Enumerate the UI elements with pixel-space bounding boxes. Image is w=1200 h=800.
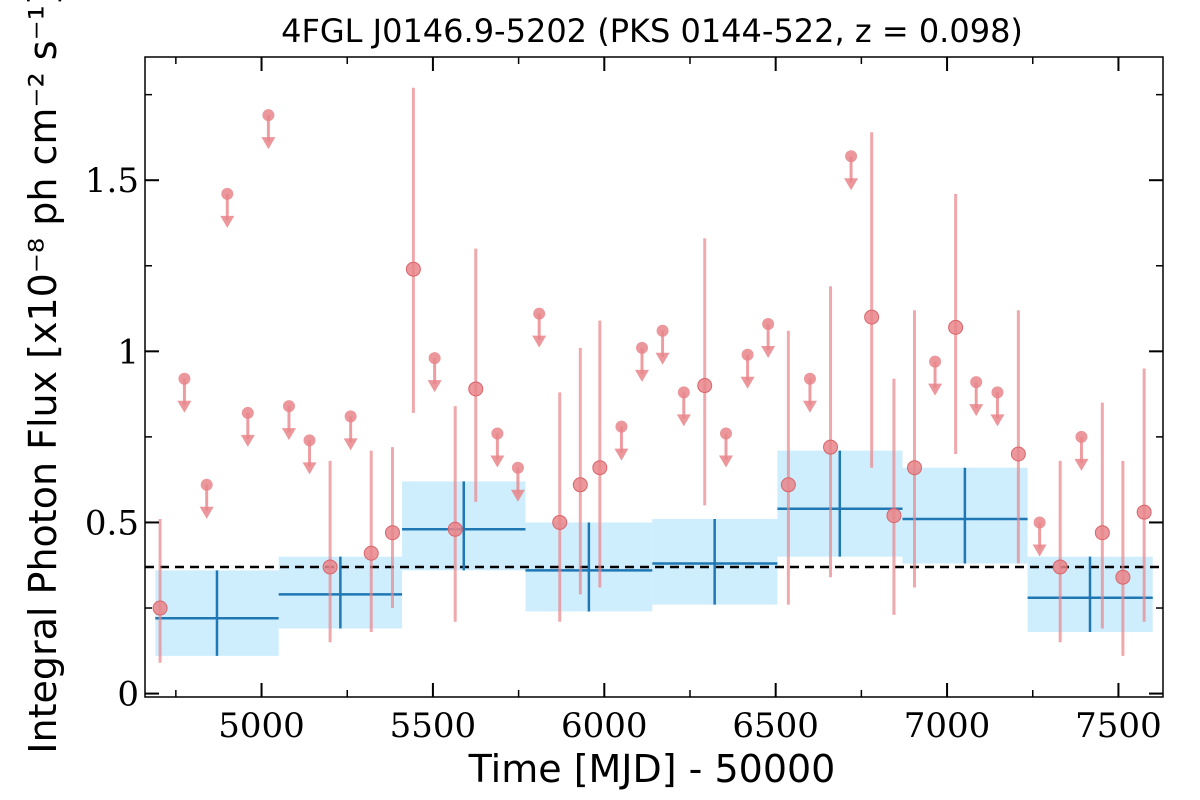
upper-limit-11 [532, 307, 547, 348]
detection-point-17 [1010, 310, 1026, 564]
detection-point-11 [780, 330, 796, 605]
binned-flux-points [155, 450, 1153, 656]
detection-point-19 [1094, 402, 1110, 629]
upper-limit-14 [655, 324, 670, 365]
detection-points [152, 87, 1152, 663]
bin-point-7 [1027, 556, 1153, 632]
detection-point-10 [697, 238, 713, 506]
detection-point-18 [1052, 460, 1068, 643]
y-axis-ticks: 0 0.5 1 1.5 [85, 93, 1163, 715]
plot-frame [144, 56, 1164, 698]
x-tick-label-1: 5500 [390, 706, 477, 746]
detection-point-7 [552, 392, 568, 622]
bin-point-6 [902, 467, 1028, 564]
x-tick-label-2: 6000 [561, 706, 648, 746]
detection-point-1 [322, 460, 338, 643]
y-tick-label-0: 0 [117, 675, 139, 715]
x-tick-label-0: 5000 [218, 706, 305, 746]
detection-point-20 [1115, 460, 1131, 656]
upper-limit-15 [676, 386, 691, 427]
detection-point-3 [384, 447, 400, 609]
detection-point-0 [152, 519, 168, 663]
upper-limit-10 [510, 461, 525, 502]
upper-limit-4 [261, 109, 276, 150]
upper-limit-6 [302, 434, 317, 475]
x-tick-label-5: 7500 [1075, 706, 1162, 746]
upper-limit-0 [177, 372, 192, 413]
upper-limit-9 [490, 427, 505, 468]
detection-point-16 [948, 193, 964, 455]
y-tick-label-3: 1.5 [85, 161, 139, 201]
detection-point-13 [864, 132, 880, 468]
upper-limit-18 [761, 317, 776, 358]
upper-limit-12 [614, 420, 629, 461]
detection-point-6 [468, 248, 484, 502]
detection-point-21 [1136, 368, 1152, 622]
bin-point-4 [652, 519, 778, 605]
y-tick-label-1: 0.5 [85, 503, 139, 543]
upper-limit-2 [220, 187, 235, 228]
upper-limit-points [177, 109, 1089, 557]
x-tick-label-4: 7000 [904, 706, 991, 746]
x-axis-title: Time [MJD] - 50000 [468, 747, 836, 791]
detection-point-4 [405, 87, 421, 413]
detection-point-12 [823, 286, 839, 578]
bin-point-0 [155, 570, 279, 656]
binned-bands [155, 450, 1153, 656]
chart-title: 4FGL J0146.9-5202 (PKS 0144-522, z = 0.0… [281, 12, 1023, 50]
upper-limit-23 [990, 386, 1005, 427]
bin-point-5 [777, 450, 903, 557]
upper-limit-8 [427, 352, 442, 393]
upper-limit-24 [1032, 516, 1047, 557]
upper-limit-5 [281, 400, 296, 441]
upper-limit-17 [740, 348, 755, 389]
y-axis-title: Integral Photon Flux [x10⁻⁸ ph cm⁻² s⁻¹] [21, 0, 65, 754]
upper-limit-7 [343, 410, 358, 451]
upper-limit-16 [718, 427, 733, 468]
detection-point-8 [572, 347, 588, 595]
bin-point-2 [402, 481, 526, 571]
detection-point-2 [363, 450, 379, 632]
detection-point-5 [447, 406, 463, 622]
y-tick-label-2: 1 [117, 332, 139, 372]
bin-point-3 [525, 522, 653, 612]
detection-point-9 [592, 320, 608, 588]
detection-point-15 [906, 310, 922, 588]
x-axis-ticks: 5000 5500 6000 6500 7000 7500 [175, 57, 1162, 746]
upper-limit-21 [928, 355, 943, 396]
x-tick-label-3: 6500 [732, 706, 819, 746]
bin-point-1 [278, 556, 403, 629]
detection-point-14 [886, 378, 902, 615]
upper-limit-20 [844, 150, 859, 191]
upper-limit-19 [802, 372, 817, 413]
upper-limit-3 [240, 406, 255, 447]
upper-limit-1 [199, 478, 214, 519]
upper-limit-13 [635, 341, 650, 382]
upper-limit-25 [1074, 430, 1089, 471]
upper-limit-22 [969, 376, 984, 417]
